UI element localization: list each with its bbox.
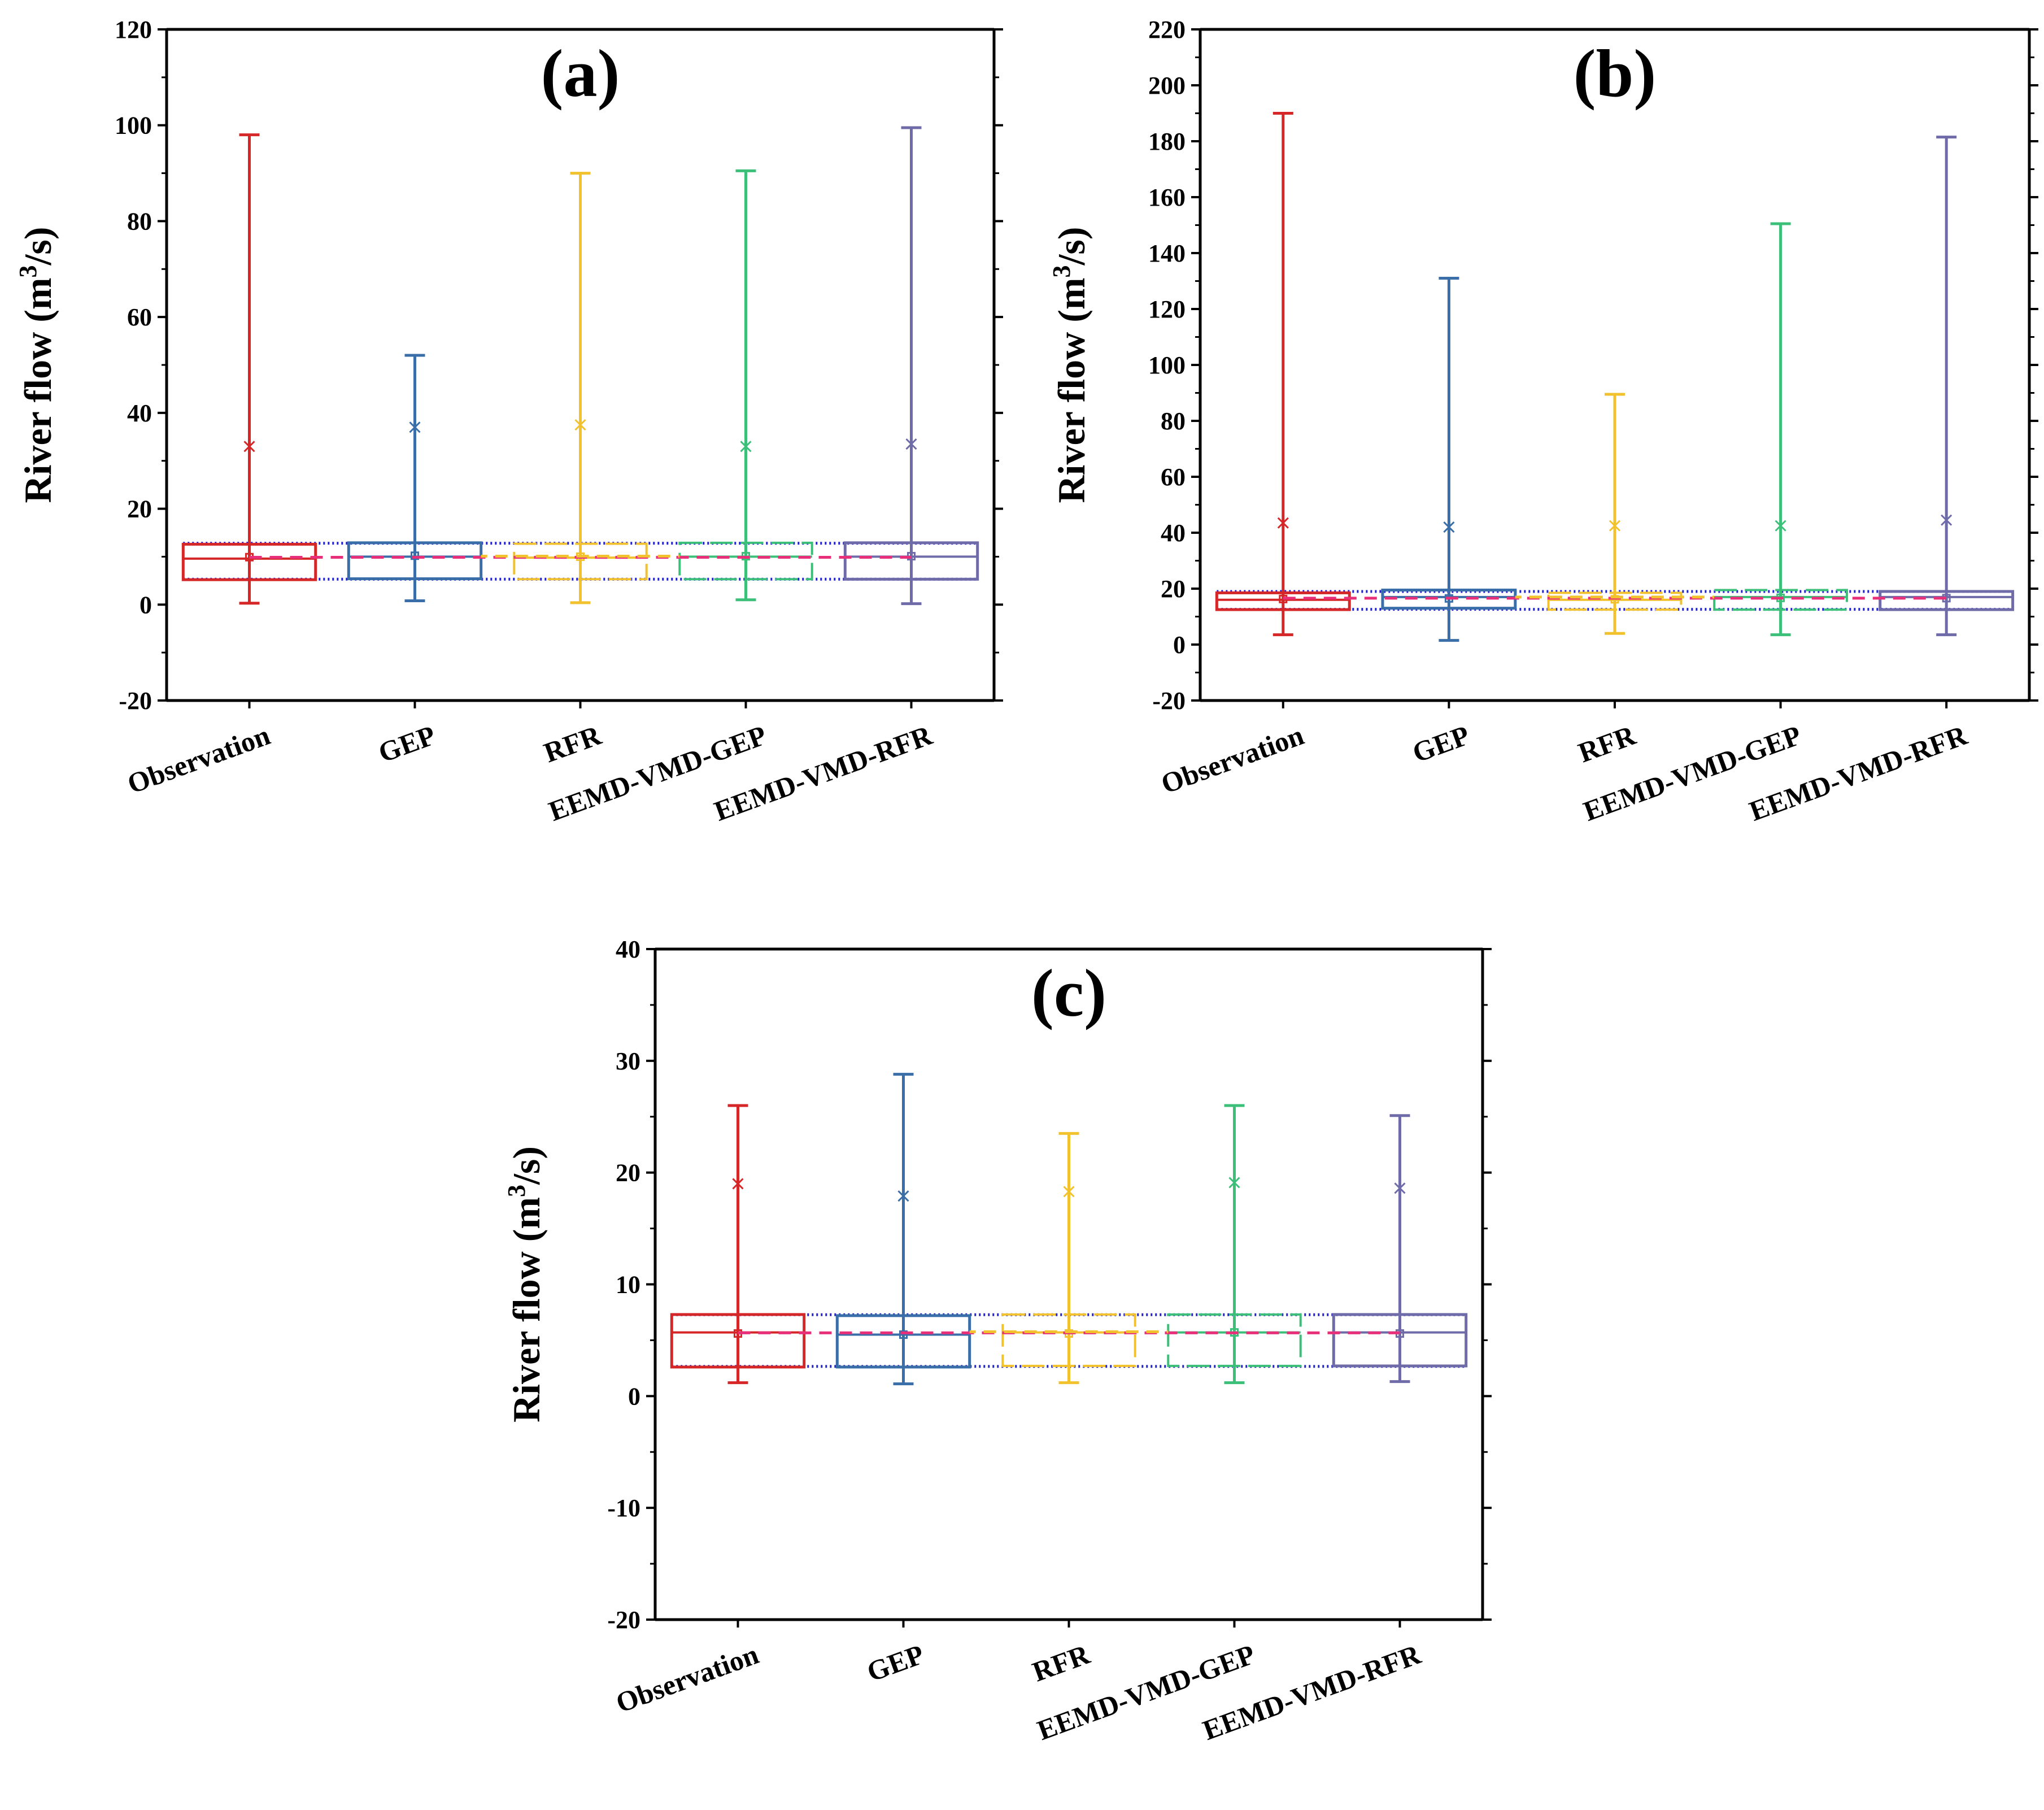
y-tick-label: -20	[1152, 687, 1186, 715]
percentile-marker	[409, 421, 421, 433]
y-tick-label: 40	[127, 399, 152, 427]
y-tick-label: 80	[1161, 407, 1186, 435]
y-tick-label: 120	[1148, 295, 1186, 323]
y-tick-label: -20	[607, 1606, 640, 1634]
y-tick-label: 180	[1148, 128, 1186, 155]
box-observation	[1215, 112, 1351, 637]
percentile-marker	[1394, 1182, 1406, 1194]
y-tick-label: 120	[115, 16, 152, 43]
y-axis-label: River flow (m3/s)	[14, 227, 59, 503]
percentile-marker	[740, 441, 752, 453]
box-rect	[513, 542, 648, 581]
box-rect	[835, 1314, 971, 1369]
y-tick-label: 200	[1148, 72, 1186, 99]
y-tick-label: 20	[127, 495, 152, 523]
box-rect	[1547, 591, 1683, 611]
percentile-marker	[574, 419, 586, 431]
y-tick-label: 40	[616, 936, 640, 963]
percentile-marker	[1443, 521, 1455, 533]
panel-title: (a)	[541, 36, 620, 111]
y-tick-label: 20	[1161, 575, 1186, 603]
y-tick-label: 0	[140, 591, 152, 619]
percentile-marker	[732, 1178, 744, 1190]
percentile-marker	[1775, 520, 1786, 532]
y-axis-label: River flow (m3/s)	[1048, 227, 1093, 503]
y-tick-label: 20	[616, 1159, 640, 1187]
y-tick-label: 10	[616, 1271, 640, 1299]
y-tick-label: -10	[607, 1494, 640, 1522]
y-tick-label: 40	[1161, 519, 1186, 547]
box-rect	[181, 542, 317, 581]
box-rect	[1167, 1313, 1302, 1367]
percentile-marker	[897, 1190, 909, 1202]
panel-title: (b)	[1574, 36, 1657, 111]
y-tick-label: 0	[628, 1382, 640, 1410]
box-rect	[1001, 1313, 1136, 1367]
box-rect	[670, 1313, 806, 1369]
y-tick-label: 60	[127, 303, 152, 331]
percentile-marker	[1277, 517, 1289, 529]
mean-marker	[899, 1330, 908, 1339]
y-tick-label: 30	[616, 1047, 640, 1075]
box-rect	[1879, 590, 2015, 611]
y-tick-label: 220	[1148, 16, 1186, 43]
percentile-marker	[1228, 1177, 1240, 1189]
y-axis-label: River flow (m3/s)	[503, 1146, 548, 1422]
percentile-marker	[1063, 1186, 1075, 1198]
y-tick-label: 0	[1173, 631, 1186, 659]
y-tick-label: 60	[1161, 463, 1186, 491]
box-rect	[1332, 1313, 1468, 1368]
percentile-marker	[243, 441, 255, 453]
y-tick-label: 160	[1148, 184, 1186, 211]
panel-title: (c)	[1031, 955, 1106, 1030]
box-rect	[1713, 589, 1849, 611]
y-tick-label: 80	[127, 207, 152, 235]
y-tick-label: 100	[115, 112, 152, 140]
y-tick-label: 140	[1148, 240, 1186, 267]
mean-marker	[411, 551, 419, 560]
panel-b: -20 0 20 40 60 80 100 120 140 160 180 200 220 River f…	[1048, 16, 2038, 827]
percentile-marker	[905, 438, 917, 450]
box-rfr	[1547, 393, 1683, 635]
y-tick-label: 100	[1148, 351, 1186, 379]
percentile-marker	[1609, 520, 1621, 532]
box-rect	[678, 541, 813, 581]
percentile-marker	[1941, 514, 1953, 526]
box-rect	[347, 541, 483, 580]
y-tick-label: -20	[119, 687, 152, 715]
box-rect	[1215, 591, 1351, 611]
box-eemd-vmd-rfr	[1879, 136, 2015, 637]
box-rect	[843, 541, 979, 581]
